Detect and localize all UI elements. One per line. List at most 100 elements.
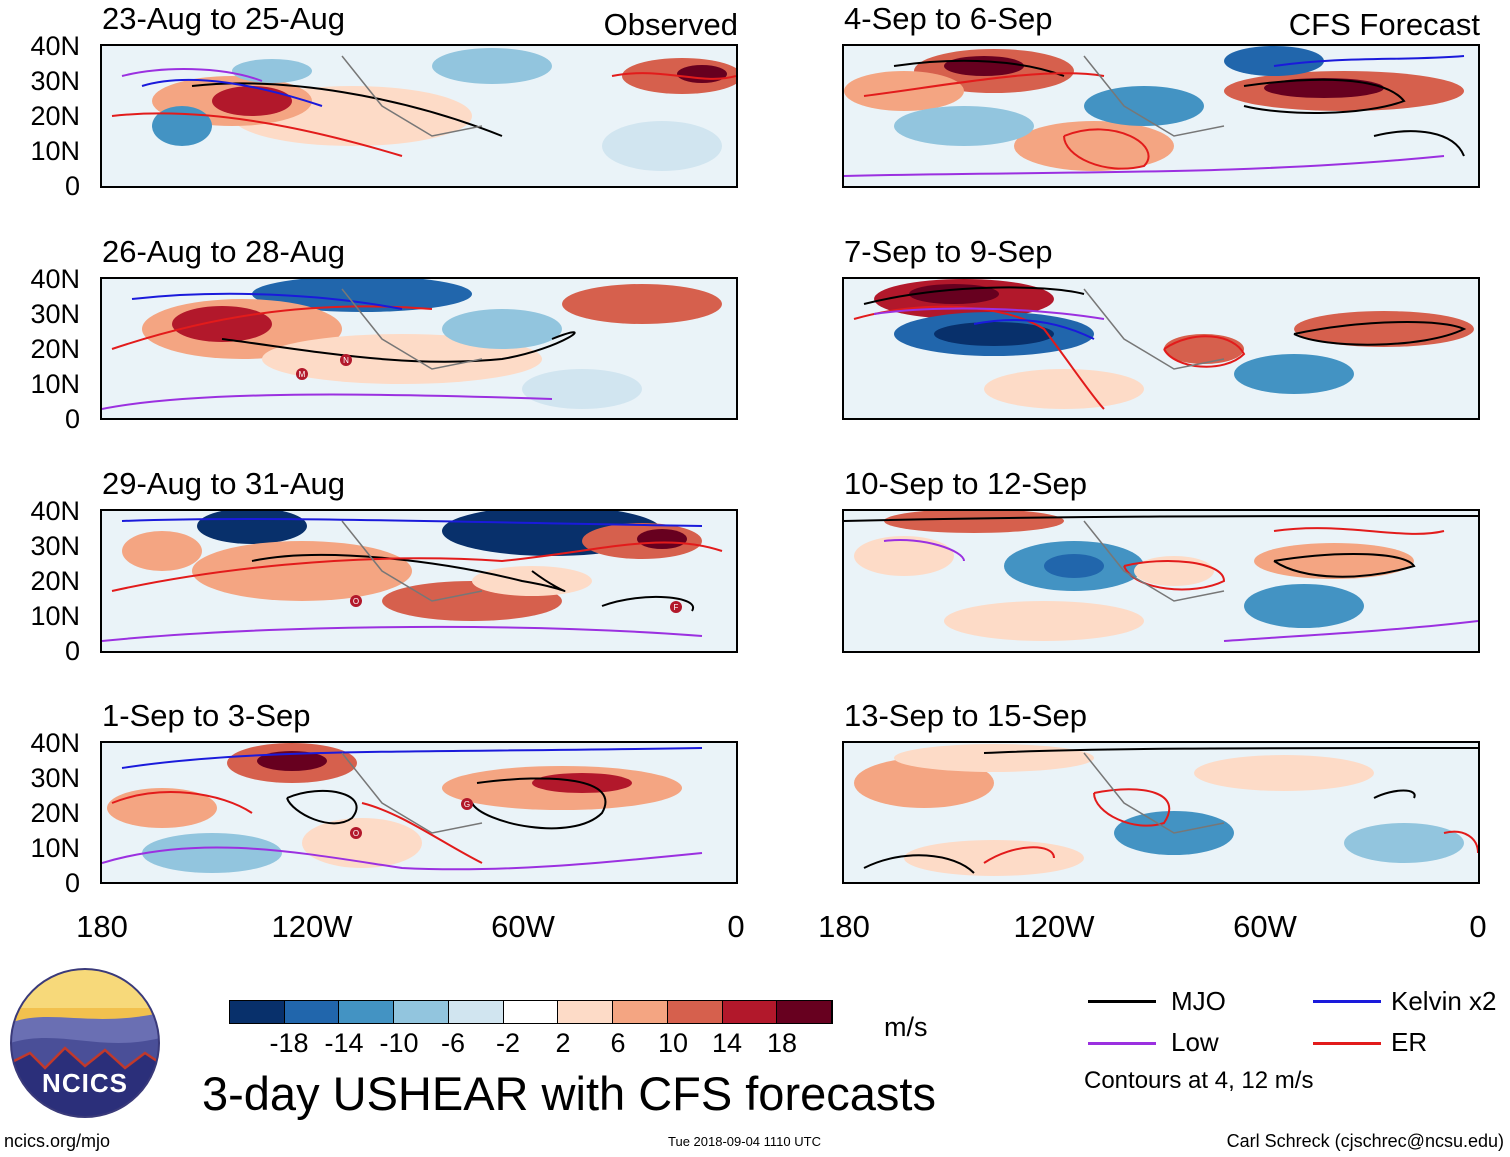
lat-label: 40N (30, 496, 80, 526)
footer-timestamp: Tue 2018-09-04 1110 UTC (668, 1134, 821, 1149)
lon-label: 60W (491, 909, 555, 944)
map-panel-2: M N (100, 277, 738, 420)
colorbar (229, 1000, 833, 1024)
lat-label: 0 (64, 868, 80, 898)
colorbar-tick-label: -18 (269, 1028, 309, 1058)
lon-label: 120W (1013, 909, 1095, 944)
legend-swatch-er (1313, 1042, 1381, 1045)
panel-tag-cfs-forecast: CFS Forecast (1288, 7, 1480, 42)
colorbar-swatch (448, 1001, 504, 1023)
lon-label: 60W (1233, 909, 1297, 944)
panel-title: 1-Sep to 3-Sep (102, 698, 311, 733)
lon-label: 0 (727, 909, 745, 944)
colorbar-swatch (613, 1001, 668, 1023)
legend-label-er: ER (1391, 1027, 1428, 1057)
lat-label: 20N (30, 101, 80, 131)
colorbar-tick-label: 18 (766, 1028, 798, 1058)
lat-label: 30N (30, 299, 80, 329)
map-panel-7 (842, 509, 1480, 653)
lat-label: 0 (64, 636, 80, 666)
storm-marker: F (670, 601, 682, 613)
colorbar-tick-label: 14 (711, 1028, 743, 1058)
ncics-logo-graphic (10, 968, 160, 1118)
lat-label: 30N (30, 66, 80, 96)
lon-label: 180 (76, 909, 128, 944)
lat-label: 10N (30, 136, 80, 166)
legend-swatch-low (1088, 1042, 1156, 1045)
legend-note: Contours at 4, 12 m/s (1084, 1067, 1314, 1094)
shear-field-8 (844, 743, 1478, 882)
colorbar-swatch (230, 1001, 285, 1023)
ncics-logo: NCICS (10, 968, 160, 1118)
lat-label: 40N (30, 31, 80, 61)
lon-label: 120W (271, 909, 353, 944)
map-panel-4: O G (100, 741, 738, 884)
svg-text:M: M (299, 370, 306, 379)
panel-title: 23-Aug to 25-Aug (102, 1, 346, 36)
colorbar-swatch (777, 1001, 833, 1023)
legend-swatch-kelvin (1313, 1000, 1381, 1003)
storm-marker: G (461, 798, 473, 810)
colorbar-swatch (503, 1001, 559, 1023)
lat-label: 40N (30, 728, 80, 758)
map-panel-5 (842, 44, 1480, 188)
panel-title: 10-Sep to 12-Sep (844, 466, 1088, 501)
legend-label-mjo: MJO (1171, 986, 1226, 1016)
colorbar-swatch (394, 1001, 449, 1023)
panel-title: 7-Sep to 9-Sep (844, 234, 1053, 269)
svg-text:N: N (343, 356, 349, 365)
colorbar-swatch (339, 1001, 395, 1023)
map-panel-3: O F (100, 509, 738, 653)
lat-label: 20N (30, 798, 80, 828)
lat-label: 0 (64, 171, 80, 201)
storm-marker: N (340, 354, 352, 366)
colorbar-tick-label: -10 (379, 1028, 419, 1058)
colorbar-swatch (284, 1001, 340, 1023)
shear-field-6 (844, 279, 1478, 418)
shear-field-5 (844, 46, 1478, 186)
storm-marker: O (350, 595, 362, 607)
shear-field-4: O G (102, 743, 736, 882)
lat-label: 10N (30, 601, 80, 631)
lat-label: 30N (30, 531, 80, 561)
main-title: 3-day USHEAR with CFS forecasts (202, 1067, 936, 1120)
legend-label-low: Low (1171, 1027, 1219, 1057)
svg-text:F: F (674, 603, 679, 612)
colorbar-tick-label: 2 (555, 1028, 571, 1058)
colorbar-tick-label: -6 (440, 1028, 465, 1058)
panel-title: 29-Aug to 31-Aug (102, 466, 346, 501)
lon-label: 0 (1469, 909, 1487, 944)
lat-label: 30N (30, 763, 80, 793)
svg-text:G: G (464, 800, 470, 809)
panel-title: 13-Sep to 15-Sep (844, 698, 1088, 733)
lat-label: 40N (30, 264, 80, 294)
svg-text:O: O (353, 597, 359, 606)
shear-field-7 (844, 511, 1478, 651)
colorbar-tick-label: -2 (495, 1028, 520, 1058)
map-panel-6 (842, 277, 1480, 420)
colorbar-swatch (722, 1001, 778, 1023)
legend-label-kelvin: Kelvin x2 (1391, 986, 1497, 1016)
svg-text:O: O (353, 829, 359, 838)
lon-label: 180 (818, 909, 870, 944)
shear-field-3: O F (102, 511, 736, 651)
footer-author: Carl Schreck (cjschrec@ncsu.edu) (1226, 1131, 1504, 1151)
shear-field-2: M N (102, 279, 736, 418)
colorbar-tick-label: 10 (657, 1028, 689, 1058)
panel-title: 4-Sep to 6-Sep (844, 1, 1053, 36)
panel-tag-observed: Observed (603, 7, 738, 42)
lat-label: 0 (64, 404, 80, 434)
map-panel-8 (842, 741, 1480, 884)
legend-swatch-mjo (1088, 1000, 1156, 1003)
colorbar-unit: m/s (884, 1012, 928, 1042)
panel-title: 26-Aug to 28-Aug (102, 234, 346, 269)
storm-marker: O (350, 827, 362, 839)
colorbar-swatch (667, 1001, 723, 1023)
storm-marker: M (296, 368, 308, 380)
colorbar-tick-label: -14 (324, 1028, 364, 1058)
logo-text: NCICS (42, 1068, 128, 1098)
lat-label: 20N (30, 566, 80, 596)
map-panel-1 (100, 44, 738, 188)
footer-url[interactable]: ncics.org/mjo (4, 1131, 111, 1151)
shear-field-1 (102, 46, 736, 186)
